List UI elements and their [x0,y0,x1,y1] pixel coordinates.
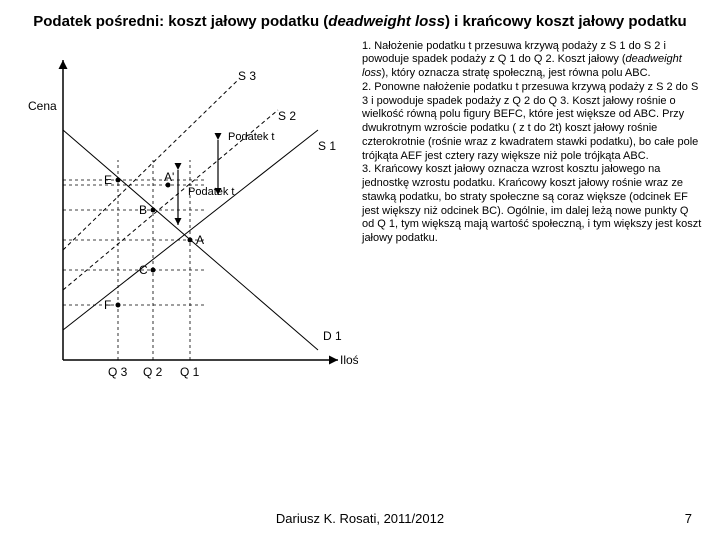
svg-text:F: F [104,298,111,312]
title-italic: deadweight loss [328,13,445,30]
svg-text:Q 3: Q 3 [108,365,128,379]
footer-credit: Dariusz K. Rosati, 2011/2012 [0,511,720,526]
svg-text:Cena: Cena [28,99,57,113]
svg-text:Q 2: Q 2 [143,365,163,379]
title-part2: ) i krańcowy koszt jałowy podatku [445,13,687,30]
supply-demand-chart: Cena Ilość D 1 S 1 S 2 S 3 A A' B C E F Podatek t Pod… [18,40,358,420]
content-row: Cena Ilość D 1 S 1 S 2 S 3 A A' B C E F Podatek t Pod… [0,40,720,420]
svg-text:S 1: S 1 [318,139,336,153]
svg-text:Q 1: Q 1 [180,365,200,379]
svg-text:Ilość: Ilość [340,353,358,367]
slide-title: Podatek pośredni: koszt jałowy podatku (… [0,0,720,40]
svg-text:Podatek t: Podatek t [228,131,274,143]
svg-text:S 2: S 2 [278,109,296,123]
svg-text:S 3: S 3 [238,69,256,83]
svg-text:D 1: D 1 [323,329,342,343]
title-part1: Podatek pośredni: koszt jałowy podatku ( [33,13,328,30]
svg-text:Podatek t: Podatek t [188,186,234,198]
svg-text:C: C [139,263,148,277]
chart-area: Cena Ilość D 1 S 1 S 2 S 3 A A' B C E F Podatek t Pod… [18,40,358,420]
svg-text:A: A [196,233,204,247]
svg-text:A': A' [164,170,174,184]
explanation-text: 1. Nałożenie podatku t przesuwa krzywą p… [358,40,702,420]
svg-text:B: B [139,203,147,217]
footer-page-number: 7 [685,511,692,526]
svg-text:E: E [104,173,112,187]
